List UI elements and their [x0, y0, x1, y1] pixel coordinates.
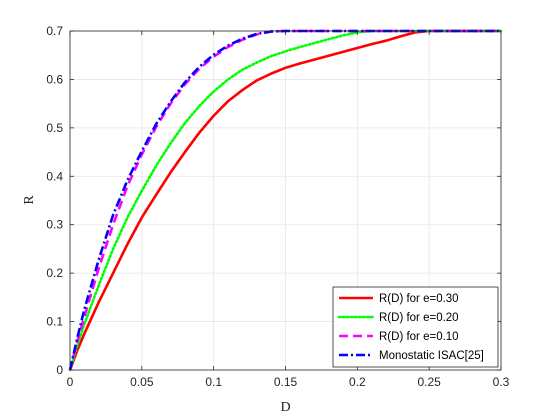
x-tick-label: 0.15 [274, 375, 298, 389]
x-tick-label: 0.1 [205, 375, 222, 389]
legend-label-3: R(D) for e=0.10 [379, 331, 459, 343]
x-tick-labels: 0 0.05 0.1 0.15 0.2 0.25 0.3 [67, 375, 510, 389]
legend: R(D) for e=0.30 R(D) for e=0.20 R(D) for e… [332, 286, 499, 368]
x-tick-label: 0 [67, 375, 74, 389]
legend-label-4: Monostatic ISAC[25] [379, 350, 484, 362]
x-tick-label: 0.3 [493, 375, 510, 389]
x-tick-label: 0.2 [349, 375, 366, 389]
series-line-1 [68, 29, 501, 371]
y-tick-label: 0 [56, 363, 63, 377]
y-tick-label: 0.7 [46, 24, 63, 38]
legend-label-2: R(D) for e=0.20 [379, 312, 459, 324]
ticks [69, 30, 502, 371]
y-tick-label: 0.2 [46, 266, 63, 280]
y-tick-label: 0.5 [46, 121, 63, 135]
y-tick-label: 0.4 [46, 169, 63, 183]
x-axis-label: D [280, 400, 290, 415]
y-tick-label: 0.1 [46, 315, 63, 329]
y-tick-labels: 0 0.1 0.2 0.3 0.4 0.5 0.6 0.7 [46, 24, 63, 377]
x-tick-label: 0.25 [417, 375, 441, 389]
y-tick-label: 0.3 [46, 218, 63, 232]
x-tick-label: 0.05 [130, 375, 154, 389]
legend-label-1: R(D) for e=0.30 [379, 293, 459, 305]
legend-box [332, 286, 499, 368]
y-tick-label: 0.6 [46, 72, 63, 86]
y-axis-label: R [22, 195, 37, 205]
